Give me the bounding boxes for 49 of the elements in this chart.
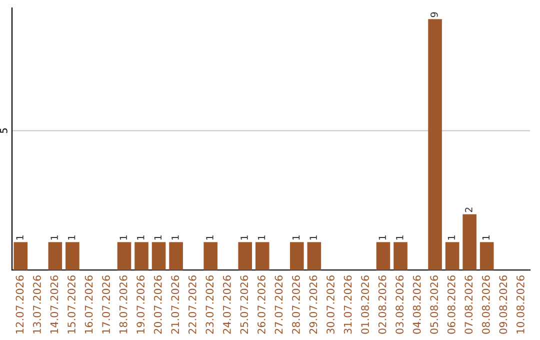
- x-tick-label: 14.07.2026: [50, 276, 58, 334]
- x-tick-label: 15.07.2026: [68, 276, 76, 334]
- data-label: 1: [292, 235, 300, 240]
- data-label: 1: [482, 235, 490, 240]
- data-label: 1: [16, 235, 24, 240]
- x-tick-label: 24.07.2026: [222, 276, 231, 334]
- data-label: 1: [50, 235, 58, 240]
- data-label: 1: [310, 235, 317, 240]
- x-tick-label: 21.07.2026: [171, 276, 180, 334]
- data-label: 1: [448, 235, 455, 240]
- data-label: 1: [240, 235, 248, 240]
- x-tick-label: 13.07.2026: [33, 276, 41, 334]
- x-tick-label: 12.07.2026: [16, 276, 24, 334]
- x-tick-label: 17.07.2026: [102, 276, 110, 334]
- data-label: 1: [154, 235, 162, 240]
- x-tick-label: 25.07.2026: [240, 276, 248, 334]
- x-tick-label: 20.07.2026: [154, 276, 162, 334]
- data-label: 1: [68, 235, 76, 240]
- x-tick-label: 04.08.2026: [412, 276, 421, 334]
- x-tick-label: 22.07.2026: [188, 276, 196, 334]
- x-tick-label: 03.08.2026: [396, 276, 404, 334]
- data-label: 2: [465, 208, 472, 212]
- x-tick-label: 09.08.2026: [499, 276, 508, 334]
- data-label: 1: [172, 235, 179, 240]
- data-label: 1: [137, 235, 144, 240]
- x-tick-label: 08.08.2026: [482, 276, 490, 334]
- x-tick-label: 05.08.2026: [430, 276, 438, 334]
- x-tick-label: 18.07.2026: [119, 276, 128, 334]
- x-tick-label: 27.07.2026: [274, 276, 283, 334]
- x-tick-label: 10.08.2026: [516, 276, 524, 334]
- x-tick-label: 19.07.2026: [136, 276, 145, 334]
- x-tick-label: 06.08.2026: [447, 276, 456, 334]
- x-tick-label: 23.07.2026: [206, 276, 214, 334]
- data-label: 9: [430, 12, 438, 18]
- data-label: 1: [120, 235, 127, 240]
- x-tick-label: 31.07.2026: [344, 276, 352, 334]
- x-tick-label: 29.07.2026: [309, 276, 318, 334]
- y-tick-label: 5: [0, 128, 8, 133]
- data-label: 1: [378, 235, 386, 240]
- x-tick-label: 16.07.2026: [84, 276, 93, 334]
- x-tick-label: 26.07.2026: [258, 276, 266, 334]
- data-label: 1: [396, 235, 404, 240]
- data-label: 1: [258, 235, 266, 240]
- x-tick-label: 28.07.2026: [292, 276, 300, 334]
- data-label: 1: [206, 235, 214, 240]
- x-tick-label: 30.07.2026: [326, 276, 334, 334]
- x-tick-label: 02.08.2026: [378, 276, 386, 334]
- x-tick-label: 07.08.2026: [464, 276, 473, 334]
- x-tick-label: 01.08.2026: [361, 276, 369, 334]
